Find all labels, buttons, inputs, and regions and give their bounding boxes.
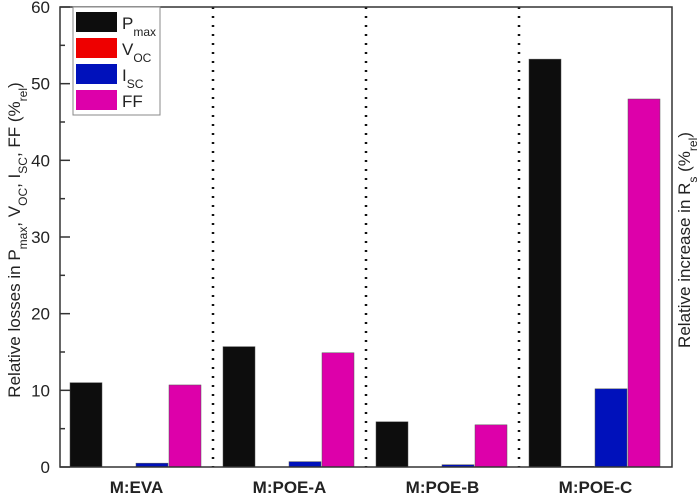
legend-label: Pmax <box>122 14 156 39</box>
legend-label: FF <box>122 92 143 111</box>
legend-swatch <box>76 64 117 84</box>
bar-P_max-M:POE-C <box>528 58 562 468</box>
x-tick-label: M:POE-C <box>559 478 633 497</box>
legend-swatch <box>76 12 117 32</box>
x-tick-label: M:POE-B <box>406 478 480 497</box>
y2-axis-label: Relative increase in Rs (%rel) <box>675 132 700 348</box>
y-tick-label: 10 <box>31 381 50 400</box>
y-tick-label: 40 <box>31 151 50 170</box>
bar-I_SC-M:POE-A <box>288 461 322 468</box>
y-tick-label: 20 <box>31 305 50 324</box>
bar-P_max-M:EVA <box>69 382 103 468</box>
bar-FF-M:EVA <box>168 384 202 468</box>
y-tick-label: 0 <box>41 458 50 477</box>
y-tick-label: 60 <box>31 0 50 17</box>
x-tick-label: M:POE-A <box>253 478 327 497</box>
x-tick-label: M:EVA <box>110 478 164 497</box>
bar-FF-M:POE-B <box>474 424 508 468</box>
bar-FF-M:POE-A <box>321 352 355 468</box>
bar-I_SC-M:POE-C <box>594 388 628 468</box>
legend-label: ISC <box>122 66 144 91</box>
legend-label: VOC <box>122 40 152 65</box>
bar-FF-M:POE-C <box>627 98 661 468</box>
y-axis-label: Relative losses in Pmax, VOC, ISC, FF (%… <box>5 82 30 397</box>
legend-swatch <box>76 90 117 110</box>
bar-P_max-M:POE-A <box>222 346 256 468</box>
legend-swatch <box>76 38 117 58</box>
y-tick-label: 50 <box>31 75 50 94</box>
bar-P_max-M:POE-B <box>375 421 409 468</box>
y-tick-label: 30 <box>31 228 50 247</box>
